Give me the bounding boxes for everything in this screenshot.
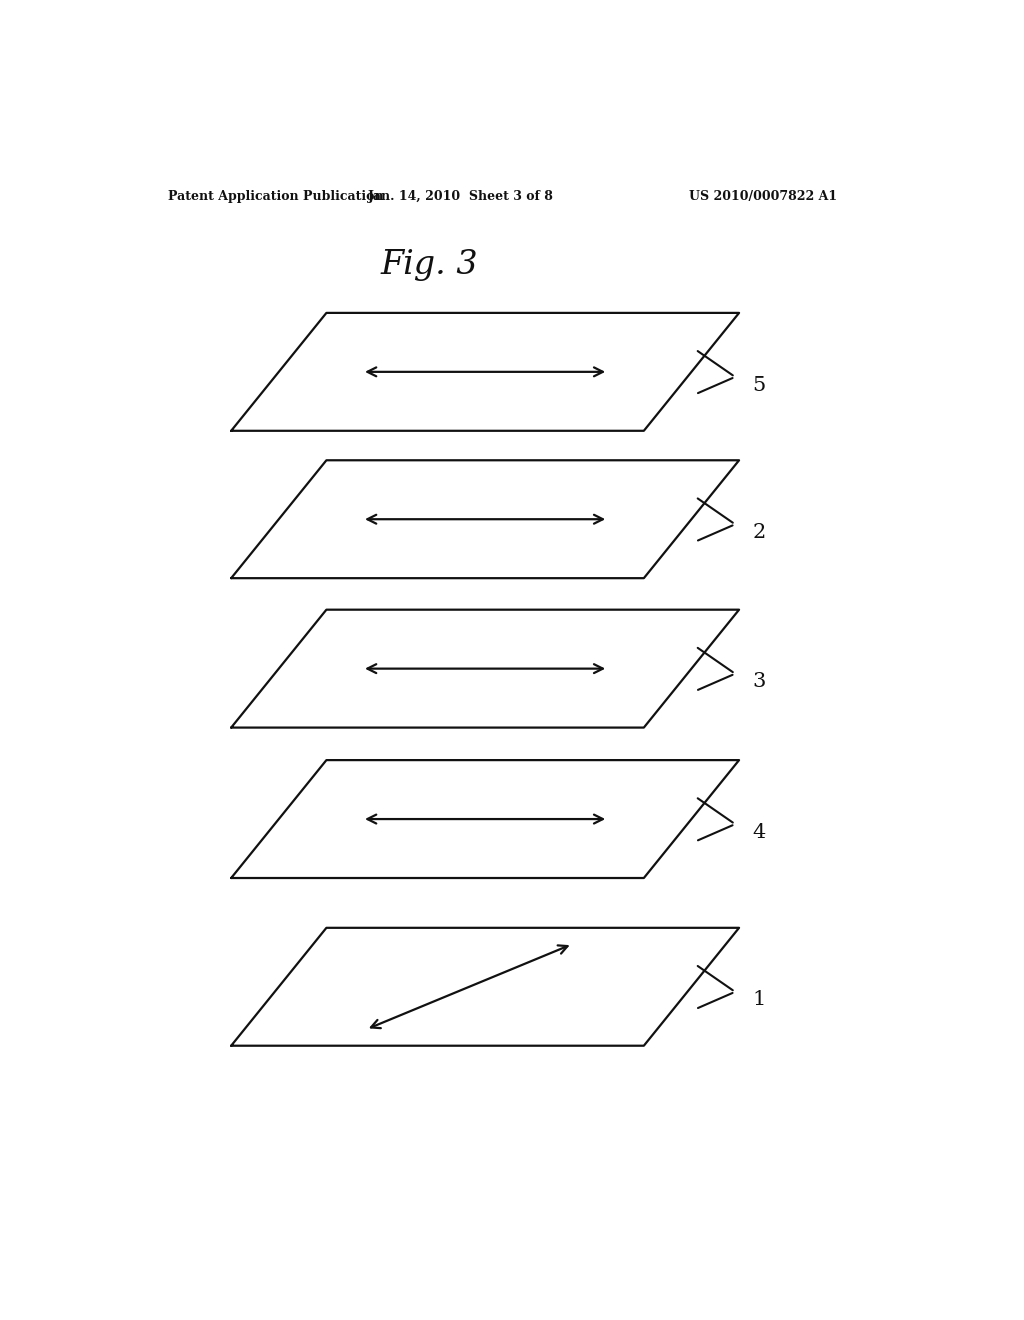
Text: Patent Application Publication: Patent Application Publication [168,190,383,202]
Text: 3: 3 [753,672,766,692]
Text: 4: 4 [753,822,766,842]
Polygon shape [231,313,739,430]
Text: 2: 2 [753,523,766,543]
Text: 1: 1 [753,990,766,1010]
Text: 5: 5 [753,376,766,395]
Polygon shape [231,928,739,1045]
Polygon shape [231,610,739,727]
Text: Jan. 14, 2010  Sheet 3 of 8: Jan. 14, 2010 Sheet 3 of 8 [369,190,554,202]
Polygon shape [231,760,739,878]
Text: Fig. 3: Fig. 3 [381,249,478,281]
Text: US 2010/0007822 A1: US 2010/0007822 A1 [689,190,837,202]
Polygon shape [231,461,739,578]
